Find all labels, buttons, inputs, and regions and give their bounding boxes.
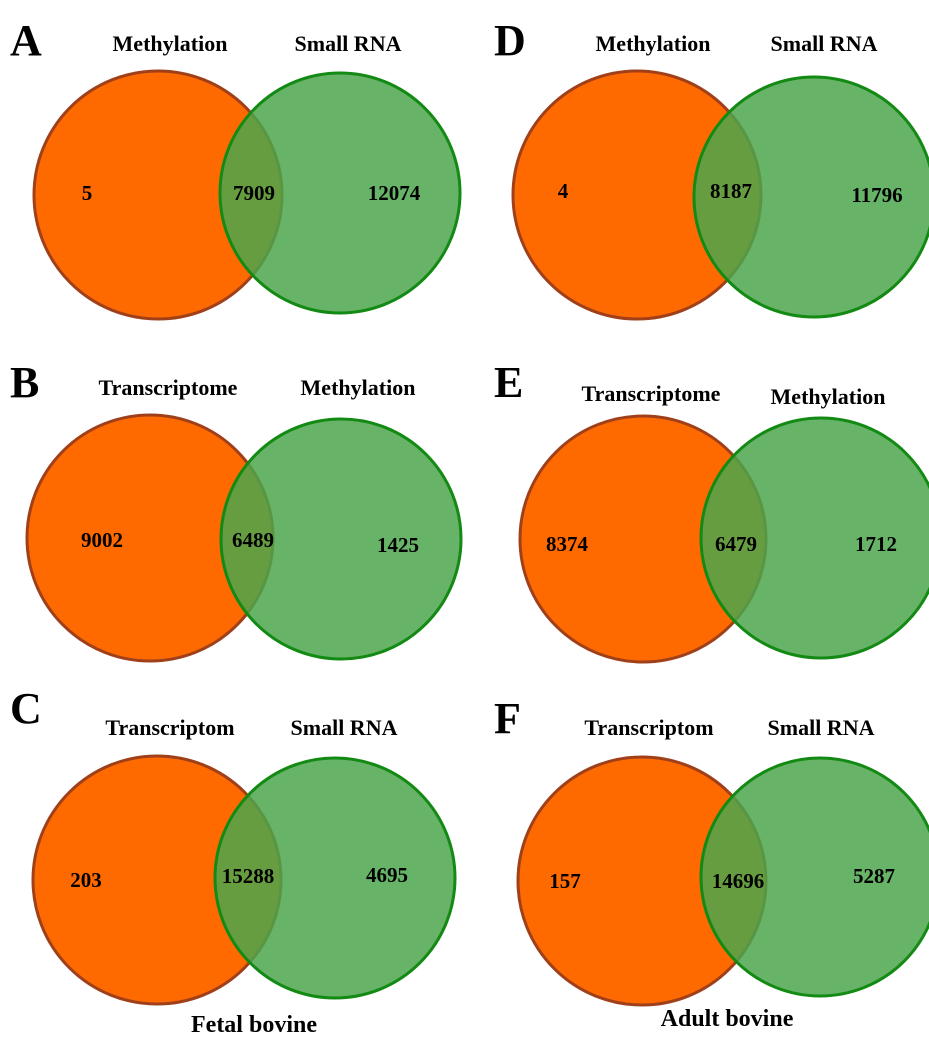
caption-adult-bovine: Adult bovine xyxy=(661,1006,794,1032)
count-left-only: 203 xyxy=(70,868,102,892)
venn-panel-c: C Transcriptom Small RNA 203 15288 4695 xyxy=(10,684,457,1006)
count-right-only: 12074 xyxy=(368,181,421,205)
set-label-right: Small RNA xyxy=(771,31,878,56)
count-overlap: 15288 xyxy=(222,864,275,888)
venn-circle-right xyxy=(219,417,463,661)
venn-circle-right xyxy=(218,71,462,315)
count-right-only: 1712 xyxy=(855,532,897,556)
venn-panel-b: B Transcriptome Methylation 9002 6489 14… xyxy=(10,358,463,663)
panel-letter: A xyxy=(10,16,42,65)
count-overlap: 8187 xyxy=(710,179,752,203)
panel-letter: B xyxy=(10,358,39,407)
set-label-left: Methylation xyxy=(113,31,228,56)
count-overlap: 14696 xyxy=(712,869,765,893)
count-right-only: 4695 xyxy=(366,863,408,887)
set-label-right: Methylation xyxy=(301,375,416,400)
count-left-only: 8374 xyxy=(546,532,589,556)
set-label-right: Small RNA xyxy=(768,715,875,740)
venn-panel-e: E Transcriptome Methylation 8374 6479 17… xyxy=(494,358,929,664)
count-right-only: 11796 xyxy=(851,183,902,207)
set-label-left: Transcriptome xyxy=(582,381,721,406)
count-overlap: 6479 xyxy=(715,532,757,556)
count-left-only: 157 xyxy=(549,869,581,893)
set-label-left: Transcriptom xyxy=(105,715,234,740)
venn-panel-a: A Methylation Small RNA 5 7909 12074 xyxy=(10,16,462,321)
panel-letter: D xyxy=(494,16,526,65)
venn-circle-right xyxy=(699,756,929,998)
panel-letter: F xyxy=(494,694,521,743)
count-left-only: 5 xyxy=(82,181,93,205)
set-label-right: Methylation xyxy=(771,384,886,409)
venn-panel-d: D Methylation Small RNA 4 8187 11796 xyxy=(494,16,929,321)
count-overlap: 6489 xyxy=(232,528,274,552)
set-label-right: Small RNA xyxy=(291,715,398,740)
count-right-only: 1425 xyxy=(377,533,419,557)
caption-fetal-bovine: Fetal bovine xyxy=(191,1012,317,1038)
venn-panel-f: F Transcriptom Small RNA 157 14696 5287 xyxy=(494,694,929,1007)
venn-circle-right xyxy=(699,416,929,660)
count-left-only: 4 xyxy=(558,179,569,203)
set-label-right: Small RNA xyxy=(295,31,402,56)
set-label-left: Transcriptome xyxy=(99,375,238,400)
venn-circle-right xyxy=(692,75,929,319)
count-left-only: 9002 xyxy=(81,528,123,552)
count-right-only: 5287 xyxy=(853,864,895,888)
panel-letter: C xyxy=(10,684,42,733)
set-label-left: Methylation xyxy=(596,31,711,56)
set-label-left: Transcriptom xyxy=(584,715,713,740)
count-overlap: 7909 xyxy=(233,181,275,205)
venn-circle-right xyxy=(213,756,457,1000)
panel-letter: E xyxy=(494,358,523,407)
